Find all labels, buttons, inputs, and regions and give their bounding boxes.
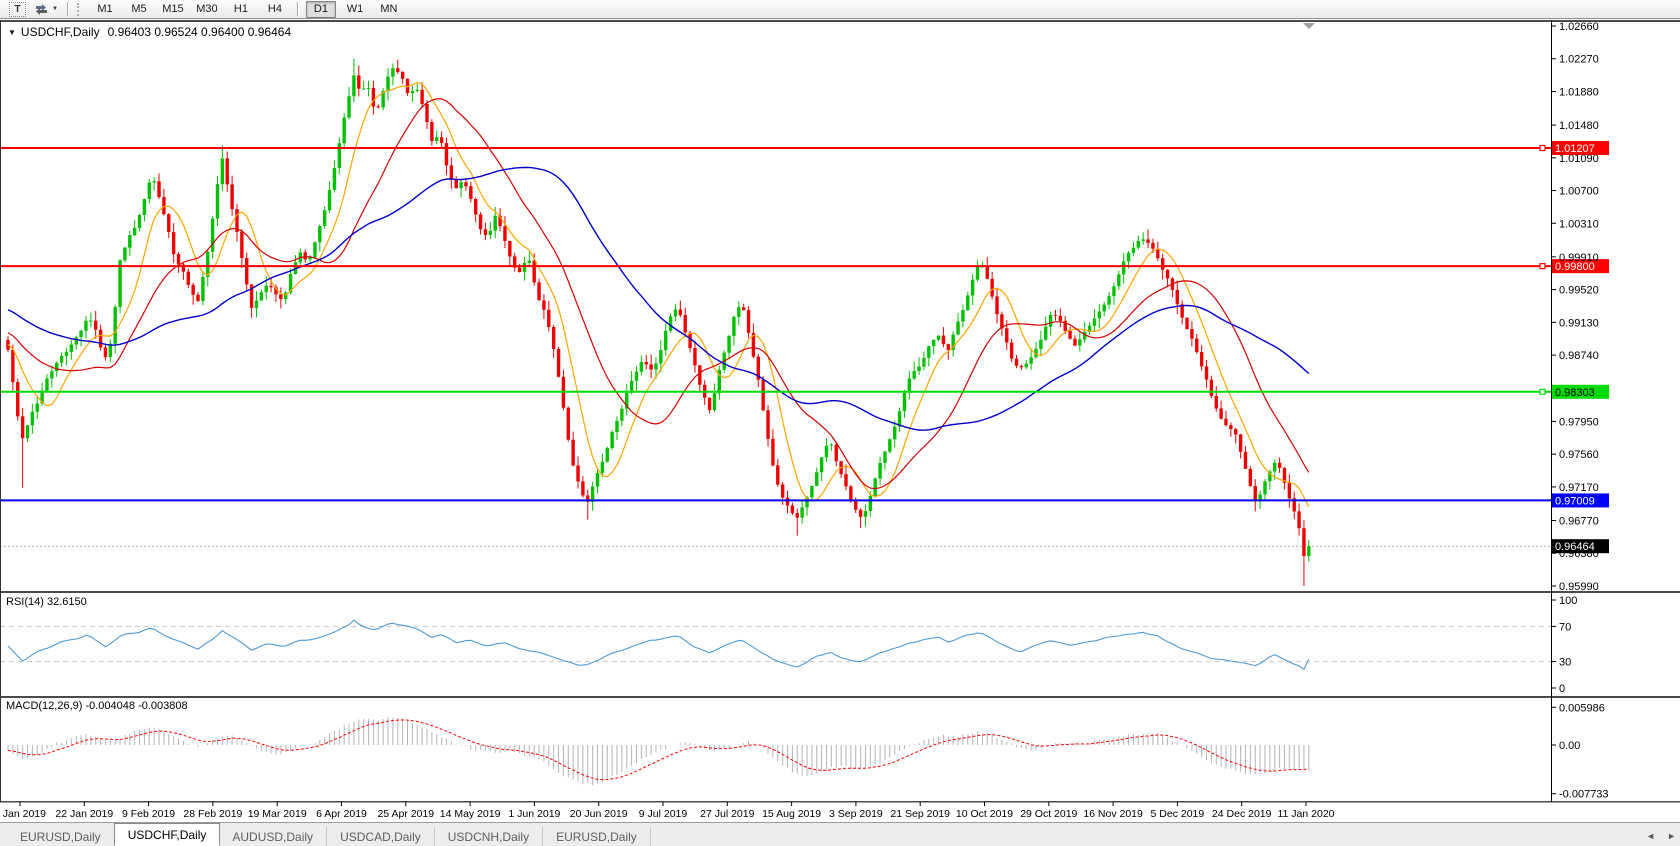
tab-audusd-daily[interactable]: AUDUSD,Daily (219, 827, 328, 846)
svg-text:1 Jun 2019: 1 Jun 2019 (508, 808, 560, 820)
svg-text:1.02270: 1.02270 (1559, 54, 1599, 66)
svg-text:0.99800: 0.99800 (1555, 261, 1595, 273)
chart-canvas[interactable]: 1.02660 1.02270 1.01880 1.01480 1.01090 1.007… (0, 20, 1680, 822)
svg-text:1.00310: 1.00310 (1559, 218, 1599, 230)
svg-text:0.96464: 0.96464 (1555, 541, 1595, 553)
svg-text:3 Jan 2019: 3 Jan 2019 (0, 808, 46, 820)
toolbar-grip[interactable] (76, 2, 81, 16)
svg-text:1.01880: 1.01880 (1559, 86, 1599, 98)
svg-text:22 Jan 2019: 22 Jan 2019 (55, 808, 113, 820)
svg-text:0.005986: 0.005986 (1559, 702, 1605, 714)
chevron-down-icon: ▼ (52, 6, 58, 12)
objects-dropdown-button[interactable]: ▼ (32, 1, 60, 17)
svg-text:0.99520: 0.99520 (1559, 285, 1599, 297)
svg-text:0.97560: 0.97560 (1559, 449, 1599, 461)
svg-text:6 Apr 2019: 6 Apr 2019 (316, 808, 367, 820)
rsi-indicator-label: RSI(14) 32.6150 (6, 596, 87, 608)
price-axis (1551, 25, 1609, 587)
svg-text:0.99910: 0.99910 (1559, 252, 1599, 264)
chart-tab-bar: EURUSD,Daily USDCHF,Daily AUDUSD,Daily U… (0, 822, 1680, 846)
svg-text:5 Dec 2019: 5 Dec 2019 (1151, 808, 1205, 820)
timeframe-m30-button[interactable]: M30 (196, 3, 218, 15)
svg-text:0.97170: 0.97170 (1559, 482, 1599, 494)
tab-eurusd-daily-1[interactable]: EURUSD,Daily (7, 827, 115, 846)
svg-text:1.01480: 1.01480 (1559, 120, 1599, 132)
svg-text:9 Feb 2019: 9 Feb 2019 (122, 808, 175, 820)
svg-text:30: 30 (1559, 657, 1571, 669)
svg-text:0.98740: 0.98740 (1559, 350, 1599, 362)
chart-shift-marker (1303, 23, 1315, 29)
svg-text:100: 100 (1559, 595, 1577, 607)
ohlc-values: 0.96403 0.96524 0.96400 0.96464 (107, 25, 292, 39)
ma-fast-line (7, 81, 1310, 507)
svg-text:0.97009: 0.97009 (1555, 495, 1595, 507)
timeframe-d1-button[interactable]: D1 (305, 0, 336, 18)
svg-text:25 Apr 2019: 25 Apr 2019 (377, 808, 434, 820)
text-label-tool-button[interactable]: T (7, 1, 28, 17)
tab-scroll-controls: ◄ ► (1646, 831, 1676, 841)
macd-signal-line (7, 719, 1309, 781)
timeframe-mn-button[interactable]: MN (380, 3, 398, 15)
svg-text:14 May 2019: 14 May 2019 (440, 808, 501, 820)
symbol-period-label: USDCHF,Daily (20, 25, 100, 39)
svg-text:21 Sep 2019: 21 Sep 2019 (890, 808, 950, 820)
svg-text:11 Jan 2020: 11 Jan 2020 (1277, 808, 1334, 820)
svg-text:3 Sep 2019: 3 Sep 2019 (829, 808, 883, 820)
svg-text:16 Nov 2019: 16 Nov 2019 (1083, 808, 1143, 820)
svg-text:0.95990: 0.95990 (1559, 581, 1599, 593)
tab-scroll-right-icon[interactable]: ► (1667, 831, 1676, 841)
svg-text:0: 0 (1559, 683, 1565, 695)
svg-text:19 Mar 2019: 19 Mar 2019 (248, 808, 307, 820)
svg-text:1.01207: 1.01207 (1555, 143, 1595, 155)
svg-text:9 Jul 2019: 9 Jul 2019 (639, 808, 688, 820)
svg-text:0.96770: 0.96770 (1559, 516, 1599, 528)
current-price-badge (1552, 539, 1609, 554)
svg-text:0.98303: 0.98303 (1555, 387, 1595, 399)
ma-slow-line (7, 166, 1310, 431)
svg-text:15 Aug 2019: 15 Aug 2019 (762, 808, 821, 820)
toolbar-separator (296, 2, 299, 16)
tab-eurusd-daily-2[interactable]: EURUSD,Daily (543, 827, 651, 846)
svg-text:1.01090: 1.01090 (1559, 153, 1599, 165)
svg-text:29 Oct 2019: 29 Oct 2019 (1020, 808, 1077, 820)
tab-scroll-left-icon[interactable]: ◄ (1646, 831, 1656, 841)
date-axis (19, 802, 1307, 806)
ma-mid-line (7, 98, 1310, 490)
svg-text:28 Feb 2019: 28 Feb 2019 (183, 808, 242, 820)
toolbar-separator (66, 2, 69, 16)
svg-text:0.97950: 0.97950 (1559, 416, 1599, 428)
svg-text:27 Jul 2019: 27 Jul 2019 (700, 808, 754, 820)
macd-histogram (7, 716, 1310, 786)
text-tool-icon: T (9, 1, 26, 17)
svg-text:0.96380: 0.96380 (1559, 548, 1599, 560)
chart-menu-icon[interactable]: ▼ (8, 27, 16, 37)
timeframe-h1-button[interactable]: H1 (233, 3, 248, 15)
timeframe-h4-button[interactable]: H4 (267, 3, 282, 15)
chart-title: ▼ USDCHF,Daily 0.96403 0.96524 0.96400 0… (8, 25, 291, 39)
toolbar: T ▼ M1 M5 M15 M30 H1 H4 D1 W1 MN (0, 0, 1680, 19)
svg-text:70: 70 (1559, 621, 1571, 633)
timeframe-w1-button[interactable]: W1 (346, 3, 364, 15)
tab-usdcnh-daily[interactable]: USDCNH,Daily (435, 827, 544, 846)
svg-text:-0.007733: -0.007733 (1559, 789, 1609, 801)
svg-text:24 Dec 2019: 24 Dec 2019 (1212, 808, 1272, 820)
svg-text:20 Jun 2019: 20 Jun 2019 (570, 808, 628, 820)
arrows-icon (36, 3, 47, 15)
svg-text:1.00700: 1.00700 (1559, 186, 1599, 198)
svg-text:0.99130: 0.99130 (1559, 317, 1599, 329)
svg-text:0.00: 0.00 (1559, 740, 1580, 752)
macd-indicator-label: MACD(12,26,9) -0.004048 -0.003808 (6, 700, 188, 712)
tab-usdcad-daily[interactable]: USDCAD,Daily (327, 827, 435, 846)
svg-text:10 Oct 2019: 10 Oct 2019 (956, 808, 1013, 820)
timeframe-m1-button[interactable]: M1 (97, 3, 113, 15)
svg-text:1.02660: 1.02660 (1559, 21, 1599, 33)
tab-usdchf-daily[interactable]: USDCHF,Daily (113, 823, 221, 846)
timeframe-m15-button[interactable]: M15 (162, 3, 184, 15)
rsi-line (7, 619, 1310, 670)
timeframe-m5-button[interactable]: M5 (131, 3, 147, 15)
